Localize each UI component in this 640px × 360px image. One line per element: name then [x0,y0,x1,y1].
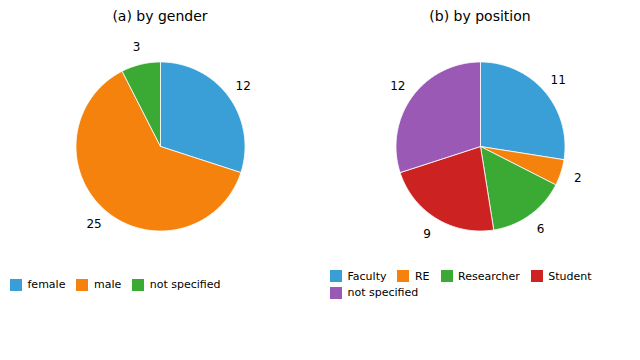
html-text:(a) by gender: (a) by gender [112,8,208,24]
svg-text:2: 2 [574,171,582,185]
html-text:RE: RE [415,269,430,283]
html-text:male: male [93,278,122,291]
svg-text:12: 12 [390,79,405,93]
html-text:female: female [27,278,66,291]
html-text:Researcher: Researcher [458,269,520,283]
html-text:Faculty: Faculty [347,269,387,283]
svg-text:6: 6 [537,222,545,236]
svg-text:25: 25 [86,217,101,231]
html-text:not specified: not specified [347,286,419,300]
html-text:not specified: not specified [149,278,221,291]
svg-text:11: 11 [551,73,566,87]
html-text:Student: Student [548,269,592,283]
html-text:(b) by position: (b) by position [429,8,531,24]
svg-text:12: 12 [236,79,251,93]
svg-text:9: 9 [423,227,431,241]
svg-text:3: 3 [133,40,141,54]
